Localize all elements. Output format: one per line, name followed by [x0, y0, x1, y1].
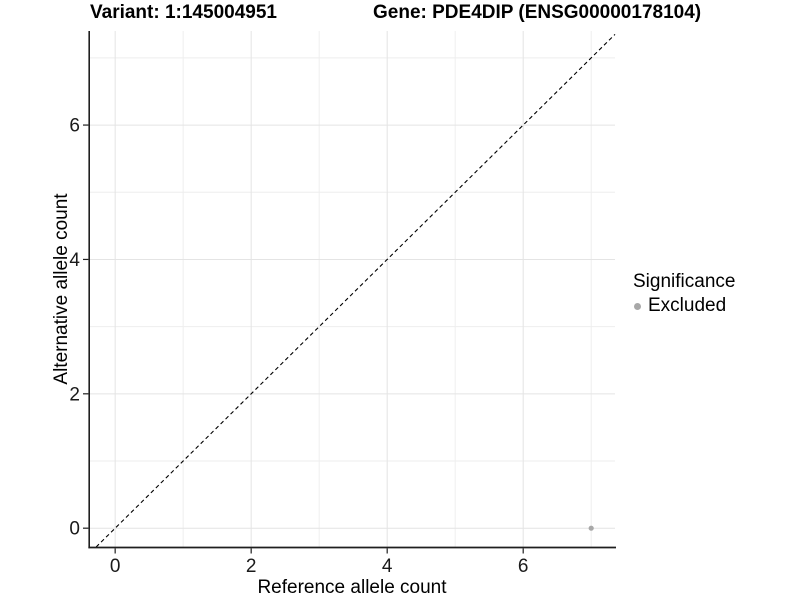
data-point: [588, 525, 594, 531]
x-tick-label: 0: [110, 556, 121, 577]
identity-line: [95, 33, 616, 548]
y-tick-label: 0: [69, 519, 80, 540]
x-tick-label: 6: [518, 556, 529, 577]
legend-title: Significance: [633, 271, 736, 292]
y-axis-title: Alternative allele count: [51, 193, 72, 385]
y-tick-label: 2: [69, 384, 80, 405]
x-tick-label: 2: [246, 556, 257, 577]
y-tick-label: 6: [69, 116, 80, 137]
legend-point-icon: [634, 302, 641, 310]
legend: Significance Excluded: [630, 271, 790, 317]
x-tick-label: 4: [382, 556, 393, 577]
legend-item: Excluded: [630, 295, 790, 317]
legend-item-label: Excluded: [648, 295, 727, 316]
gene-title: Gene: PDE4DIP (ENSG00000178104): [373, 2, 702, 23]
y-tick-label: 4: [69, 250, 80, 271]
x-axis-title: Reference allele count: [257, 577, 447, 598]
variant-title: Variant: 1:145004951: [90, 2, 277, 23]
